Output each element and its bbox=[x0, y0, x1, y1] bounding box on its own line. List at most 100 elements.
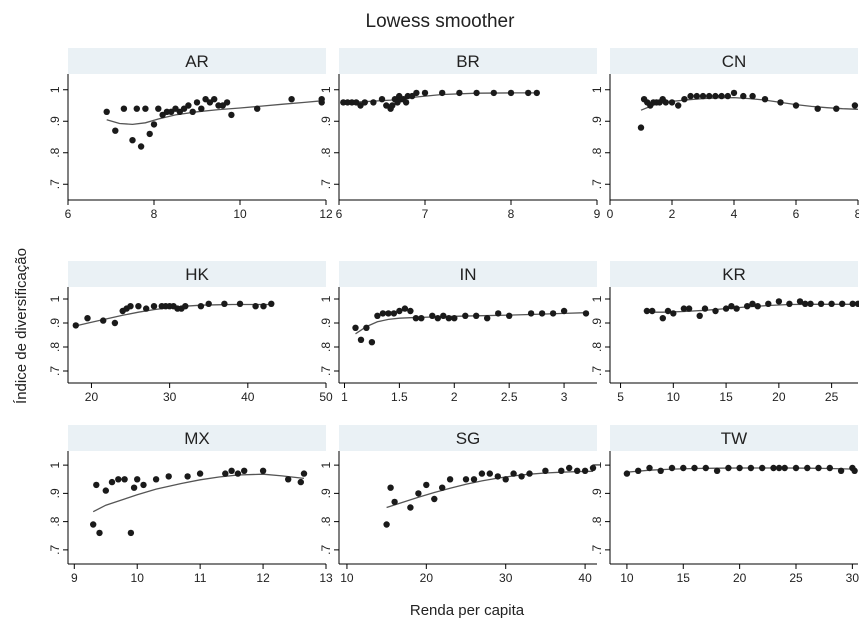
data-point bbox=[657, 467, 664, 474]
data-point bbox=[150, 303, 158, 310]
y-tick-label: .7 bbox=[48, 179, 62, 189]
x-tick-label: 12 bbox=[256, 571, 270, 585]
data-point bbox=[129, 137, 136, 144]
y-tick-label: .7 bbox=[319, 545, 333, 555]
y-tick-label: 1 bbox=[48, 295, 62, 302]
data-point bbox=[143, 305, 150, 312]
data-point bbox=[193, 99, 201, 106]
data-point bbox=[730, 89, 738, 97]
data-point bbox=[518, 473, 525, 480]
data-point bbox=[421, 89, 429, 97]
data-point bbox=[418, 315, 425, 322]
x-tick-label: 3 bbox=[561, 390, 568, 404]
data-point bbox=[198, 105, 205, 112]
data-point bbox=[828, 300, 835, 307]
data-point bbox=[549, 310, 557, 317]
data-point bbox=[775, 298, 783, 305]
y-tick-label: .8 bbox=[48, 342, 62, 352]
y-tick-label: .8 bbox=[319, 516, 333, 526]
data-point bbox=[589, 464, 597, 472]
data-point bbox=[103, 108, 110, 116]
x-tick-label: 40 bbox=[241, 390, 255, 404]
data-point bbox=[470, 476, 478, 483]
panel-strip bbox=[68, 48, 326, 74]
data-point bbox=[817, 300, 825, 307]
lowess-line bbox=[343, 92, 537, 104]
data-point bbox=[680, 305, 688, 312]
data-point bbox=[140, 481, 147, 489]
data-point bbox=[165, 473, 172, 480]
data-point bbox=[804, 464, 811, 472]
y-tick-label: .9 bbox=[48, 318, 62, 328]
data-point bbox=[413, 89, 420, 97]
panel-strip bbox=[68, 425, 326, 451]
data-point bbox=[462, 476, 470, 483]
data-point bbox=[637, 124, 645, 131]
y-tick-label: 1 bbox=[319, 86, 333, 93]
data-point bbox=[826, 464, 833, 472]
data-point bbox=[646, 464, 653, 472]
data-point bbox=[150, 121, 158, 128]
data-point bbox=[288, 96, 295, 103]
x-tick-label: 15 bbox=[719, 390, 733, 404]
y-tick-label: .7 bbox=[48, 366, 62, 376]
data-point bbox=[526, 470, 533, 477]
data-point bbox=[205, 300, 212, 307]
data-point bbox=[121, 476, 128, 483]
x-tick-label: 15 bbox=[677, 571, 691, 585]
x-tick-label: 13 bbox=[319, 571, 333, 585]
y-tick-label: 1 bbox=[319, 461, 333, 468]
x-tick-label: 10 bbox=[340, 571, 354, 585]
data-point bbox=[802, 300, 809, 307]
data-point bbox=[792, 102, 800, 109]
x-tick-label: 25 bbox=[825, 390, 839, 404]
y-tick-label: .8 bbox=[590, 342, 604, 352]
data-point bbox=[127, 303, 134, 310]
data-point bbox=[691, 464, 698, 472]
x-tick-label: 30 bbox=[163, 390, 177, 404]
data-point bbox=[431, 495, 438, 503]
data-point bbox=[815, 464, 822, 472]
data-point bbox=[713, 467, 721, 474]
data-point bbox=[389, 102, 396, 109]
data-point bbox=[108, 478, 116, 486]
data-point bbox=[484, 315, 491, 322]
data-point bbox=[456, 89, 463, 97]
data-point bbox=[100, 317, 107, 324]
data-point bbox=[807, 300, 814, 307]
data-point bbox=[749, 92, 756, 100]
x-tick-label: 5 bbox=[617, 390, 624, 404]
data-point bbox=[462, 312, 469, 319]
data-point bbox=[786, 300, 793, 307]
x-tick-label: 30 bbox=[846, 571, 859, 585]
panel-hk: HK 20 30 40 50 .7 .8 .9 1 bbox=[48, 261, 333, 404]
data-point bbox=[182, 303, 189, 310]
data-point bbox=[574, 467, 581, 474]
data-point bbox=[781, 464, 788, 472]
y-tick-label: .9 bbox=[319, 116, 333, 126]
data-point bbox=[374, 312, 381, 319]
panel-tw: TW 10 15 20 25 30 .7 .8 .9 1 bbox=[590, 425, 859, 585]
data-point bbox=[527, 310, 535, 317]
x-tick-label: 9 bbox=[71, 571, 78, 585]
y-tick-label: .9 bbox=[590, 318, 604, 328]
x-tick-label: 11 bbox=[194, 571, 207, 585]
lowess-line bbox=[640, 96, 859, 111]
lowess-line bbox=[92, 473, 305, 513]
data-point bbox=[770, 464, 777, 472]
data-point bbox=[668, 464, 676, 472]
x-tick-label: 20 bbox=[772, 390, 786, 404]
x-tick-label: 8 bbox=[508, 207, 515, 221]
data-point bbox=[775, 464, 783, 472]
data-point bbox=[379, 310, 387, 317]
data-point bbox=[112, 127, 119, 134]
data-point bbox=[383, 521, 390, 528]
x-tick-label: 10 bbox=[233, 207, 247, 221]
data-point bbox=[385, 310, 392, 317]
x-tick-label: 10 bbox=[667, 390, 681, 404]
panel-strip bbox=[610, 425, 858, 451]
data-point bbox=[133, 105, 140, 112]
data-point bbox=[854, 300, 859, 307]
data-point bbox=[407, 504, 414, 511]
data-point bbox=[718, 92, 725, 100]
